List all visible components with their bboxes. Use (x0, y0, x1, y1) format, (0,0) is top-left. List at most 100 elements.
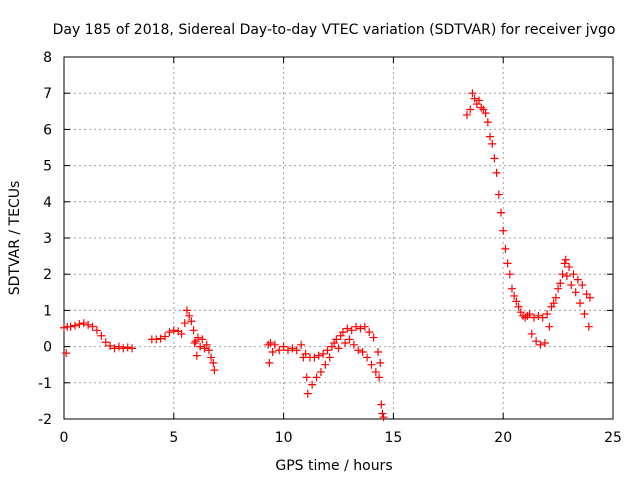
data-point (470, 94, 479, 103)
data-point (193, 333, 202, 342)
data-point (209, 358, 218, 367)
data-point (119, 344, 128, 353)
data-point (325, 353, 334, 362)
data-point (532, 337, 541, 346)
data-point (545, 322, 554, 331)
y-tick-label: 0 (43, 340, 52, 356)
data-point (558, 270, 567, 279)
data-point (156, 334, 165, 343)
data-point (371, 367, 380, 376)
data-point (312, 373, 321, 382)
data-point (556, 279, 565, 288)
data-point (161, 332, 170, 341)
data-point (88, 322, 97, 331)
data-point (472, 100, 481, 109)
data-point (279, 342, 288, 351)
x-tick-label: 20 (494, 430, 512, 446)
y-tick-label: -2 (38, 412, 52, 428)
data-point (475, 96, 484, 105)
data-point (110, 344, 119, 353)
y-tick-label: 7 (43, 86, 52, 102)
data-point (582, 290, 591, 299)
data-point (377, 400, 386, 409)
data-point (349, 340, 358, 349)
data-point (580, 310, 589, 319)
data-point (562, 272, 571, 281)
data-point (310, 353, 319, 362)
data-point (114, 342, 123, 351)
data-point (523, 311, 532, 320)
data-point (488, 139, 497, 148)
data-point (200, 344, 209, 353)
data-point (341, 338, 350, 347)
data-point (352, 322, 361, 331)
data-points (60, 89, 594, 422)
data-point (529, 313, 538, 322)
data-point (62, 349, 71, 358)
data-point (169, 326, 178, 335)
data-point (479, 105, 488, 114)
data-point (505, 270, 514, 279)
data-point (494, 190, 503, 199)
data-point (106, 341, 115, 350)
data-point (97, 331, 106, 340)
data-point (565, 262, 574, 271)
data-point (180, 319, 189, 328)
data-point (185, 311, 194, 320)
data-point (60, 323, 68, 332)
data-point (576, 299, 585, 308)
y-tick-label: 3 (43, 231, 52, 247)
data-point (275, 346, 284, 355)
data-point (369, 333, 378, 342)
grid (64, 57, 613, 419)
data-point (207, 353, 216, 362)
data-point (497, 208, 506, 217)
data-point (499, 226, 508, 235)
data-point (268, 348, 277, 357)
data-point (492, 168, 501, 177)
data-point (477, 103, 486, 112)
data-point (123, 343, 132, 352)
data-point (365, 328, 374, 337)
data-point (347, 326, 356, 335)
data-point (527, 329, 536, 338)
data-point (378, 409, 387, 418)
data-point (521, 313, 530, 322)
data-point (468, 89, 477, 98)
data-point (84, 320, 93, 329)
data-point (70, 321, 79, 330)
data-point (198, 335, 207, 344)
data-point (571, 288, 580, 297)
data-point (323, 346, 332, 355)
data-point (327, 342, 336, 351)
data-point (514, 302, 523, 311)
data-point (192, 351, 201, 360)
data-point (303, 389, 312, 398)
data-point (165, 328, 174, 337)
data-point (584, 322, 593, 331)
data-point (536, 340, 545, 349)
data-point (379, 413, 388, 422)
data-point (573, 275, 582, 284)
data-point (360, 322, 369, 331)
data-point (376, 358, 385, 367)
y-tick-label: 5 (43, 159, 52, 175)
data-point (338, 328, 347, 337)
data-point (177, 329, 186, 338)
data-point (182, 306, 191, 315)
data-point (308, 380, 317, 389)
y-tick-label: 2 (43, 267, 52, 283)
data-point (561, 255, 570, 264)
data-point (66, 322, 75, 331)
data-point (101, 338, 110, 347)
data-point (358, 348, 367, 357)
x-tick-label: 25 (604, 430, 622, 446)
data-point (503, 259, 512, 268)
data-point (191, 337, 200, 346)
data-point (204, 346, 213, 355)
data-point (210, 366, 219, 375)
data-point (549, 299, 558, 308)
data-point (265, 358, 274, 367)
y-tick-label: 8 (43, 50, 52, 66)
